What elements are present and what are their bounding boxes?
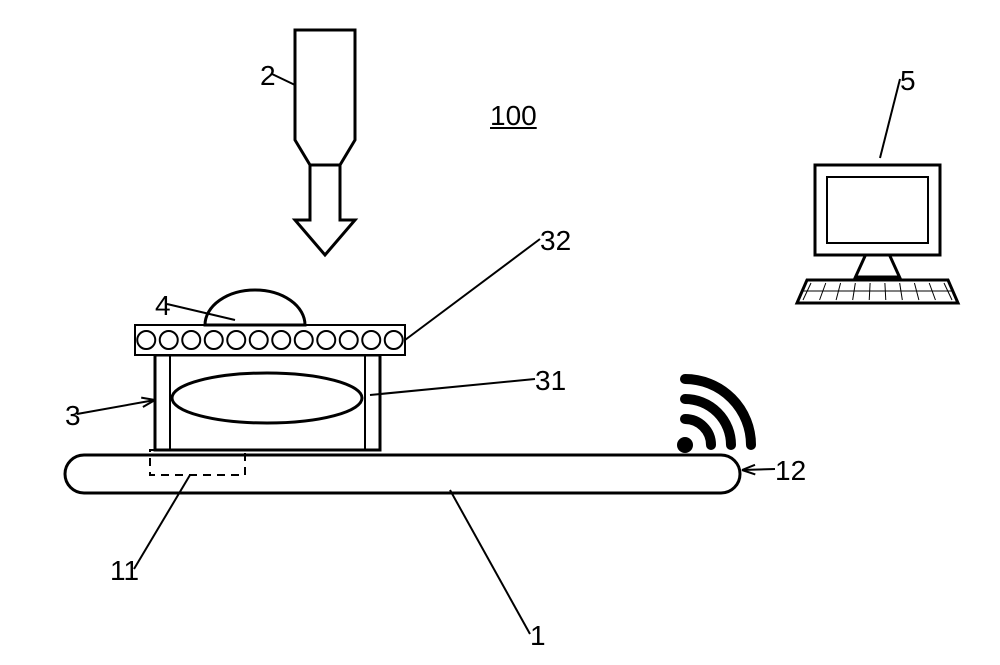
label-12: 12 [775, 455, 806, 487]
label-32: 32 [540, 225, 571, 257]
label-11: 11 [110, 555, 139, 587]
label-1: 1 [530, 620, 546, 652]
label-5: 5 [900, 65, 916, 97]
diagram-canvas: 100 1 2 3 4 5 11 12 31 32 [0, 0, 1000, 665]
label-3: 3 [65, 400, 81, 432]
label-2: 2 [260, 60, 276, 92]
label-4: 4 [155, 290, 171, 322]
label-31: 31 [535, 365, 566, 397]
reference-numeral: 100 [490, 100, 537, 132]
